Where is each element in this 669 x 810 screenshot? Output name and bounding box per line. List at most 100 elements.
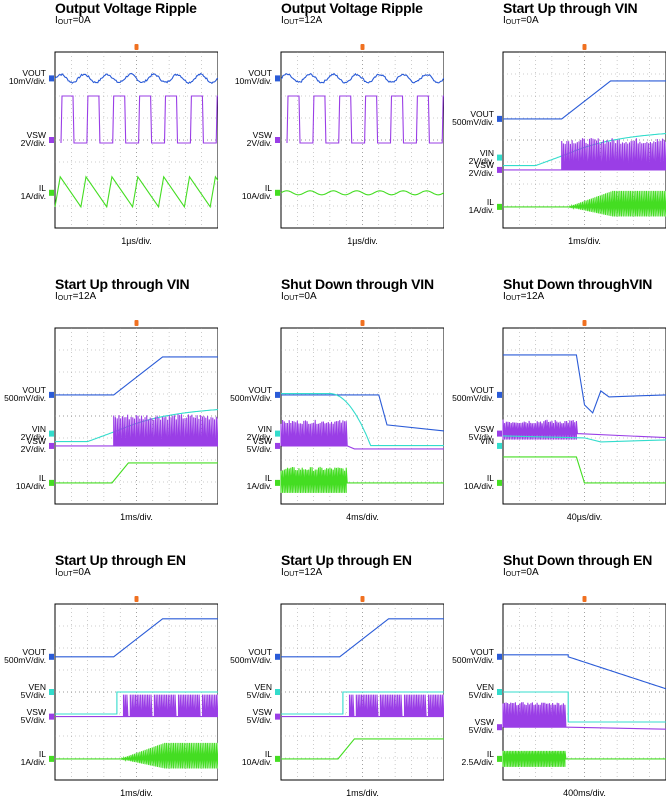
channel-scale: 500mV/div.: [452, 392, 494, 403]
channel-name: VOUT: [248, 68, 272, 79]
channel-marker: [49, 713, 54, 720]
load-condition: IOUT=0A: [281, 291, 317, 302]
channel-label: VOUT 500mV/div.: [218, 384, 272, 403]
condition-prefix: I: [55, 291, 58, 302]
channel-label: VSW 2V/div.: [440, 161, 494, 178]
channel-scale: 500mV/div.: [230, 654, 272, 665]
channel-name: VEN: [476, 682, 494, 692]
channel-marker: [275, 653, 280, 660]
channel-name: VSW: [252, 130, 272, 140]
channel-scale: 5V/div.: [20, 714, 46, 725]
load-condition: IOUT=12A: [281, 15, 322, 26]
channel-label: IL 10A/div.: [440, 472, 494, 491]
channel-marker: [275, 430, 280, 437]
trace-il: [503, 190, 666, 217]
channel-marker: [497, 115, 502, 122]
channel-name: VOUT: [22, 646, 46, 657]
channel-scale: 500mV/div.: [4, 392, 46, 403]
channel-label: VOUT 10mV/div.: [218, 68, 272, 86]
trace-ven: [281, 691, 444, 715]
channel-marker: [275, 75, 280, 82]
trace-il: [503, 456, 666, 484]
channel-name: VOUT: [248, 384, 272, 395]
channel-name: IL: [486, 748, 494, 759]
channel-scale: 5V/div.: [246, 690, 272, 700]
condition-value: =12A: [520, 291, 545, 302]
channel-scale: 500mV/div.: [4, 654, 46, 665]
timebase-label: 40µs/div.: [566, 512, 603, 522]
scope-panel: Shut Down through VIN IOUT=0A VOUT 500mV/di…: [226, 276, 444, 534]
channel-label: IL 10A/div.: [218, 184, 272, 201]
trace-vout: [503, 80, 666, 120]
channel-name: VSW: [26, 706, 46, 717]
channel-label: VOUT 500mV/div.: [0, 386, 46, 403]
oscilloscope-screen: [49, 44, 218, 229]
channel-label: VEN 5V/div.: [440, 682, 494, 700]
channel-scale: 2V/div.: [246, 138, 272, 148]
channel-label: VEN 5V/div.: [218, 682, 272, 700]
channel-label: VOUT 500mV/div.: [440, 646, 494, 665]
channel-label: VOUT 500mV/div.: [440, 110, 494, 127]
channel-name: VIN: [479, 435, 494, 446]
channel-marker: [497, 724, 502, 731]
channel-scale: 5V/div.: [468, 690, 494, 700]
channel-label: IL 1A/div.: [218, 474, 272, 491]
panel-title: Start Up through VIN: [503, 0, 638, 16]
channel-name: IL: [486, 196, 494, 207]
channel-label: IL 1A/div.: [0, 184, 46, 201]
scope-panel: Shut Down throughVIN IOUT=12A VOUT 500mV/di…: [448, 276, 666, 534]
trace-il: [281, 738, 444, 760]
channel-scale: 10mV/div.: [8, 76, 46, 87]
trace-vsw: [281, 694, 444, 718]
channel-label: VIN 2V/div.: [440, 148, 494, 165]
channel-name: IL: [486, 472, 494, 483]
oscilloscope-screen: [497, 596, 666, 781]
load-condition: IOUT=12A: [55, 291, 96, 302]
trace-vsw: [55, 694, 218, 718]
trace-ven: [55, 691, 218, 715]
channel-marker: [275, 189, 280, 196]
channel-label: VSW 2V/div.: [218, 130, 272, 148]
channel-scale: 1A/div.: [246, 480, 272, 491]
channel-marker: [497, 203, 502, 210]
channel-name: VEN: [254, 682, 272, 692]
trace-vout: [281, 394, 444, 432]
channel-marker: [49, 689, 54, 695]
channel-marker: [275, 442, 280, 449]
channel-marker: [497, 689, 502, 695]
channel-label: VSW 5V/div.: [218, 706, 272, 725]
oscilloscope-screen: [275, 44, 444, 229]
condition-prefix: I: [281, 567, 284, 578]
load-condition: IOUT=0A: [503, 567, 539, 578]
scope-panel: Start Up through VIN IOUT=12A VOUT 500mV/di…: [0, 276, 218, 534]
condition-prefix: I: [55, 15, 58, 26]
oscilloscope-screen: [49, 596, 218, 781]
channel-name: VSW: [474, 717, 494, 728]
trigger-marker: [134, 320, 139, 326]
condition-prefix: I: [503, 567, 506, 578]
channel-marker: [49, 430, 54, 437]
channel-scale: 5V/div.: [246, 443, 272, 454]
channel-scale: 1A/div.: [20, 756, 46, 767]
channel-marker: [497, 755, 502, 762]
condition-prefix: I: [281, 291, 284, 302]
channel-name: VSW: [252, 706, 272, 717]
panel-title: Start Up through EN: [281, 552, 412, 568]
channel-marker: [497, 479, 502, 486]
channel-scale: 5V/div.: [246, 714, 272, 725]
trace-vout: [55, 356, 218, 396]
channel-name: VIN: [31, 423, 46, 434]
channel-marker: [275, 713, 280, 720]
channel-name: VSW: [474, 423, 494, 434]
channel-label: VOUT 500mV/div.: [0, 646, 46, 665]
condition-sub: OUT: [57, 571, 73, 578]
trigger-marker: [360, 596, 365, 602]
channel-label: VOUT 500mV/div.: [440, 386, 494, 403]
condition-value: =0A: [72, 15, 91, 26]
channel-label: VIN 2V/div.: [0, 423, 46, 441]
channel-marker: [49, 391, 54, 398]
channel-name: VOUT: [470, 646, 494, 657]
trace-vout: [281, 618, 444, 658]
trace-il: [280, 466, 444, 493]
condition-value: =12A: [298, 15, 323, 26]
